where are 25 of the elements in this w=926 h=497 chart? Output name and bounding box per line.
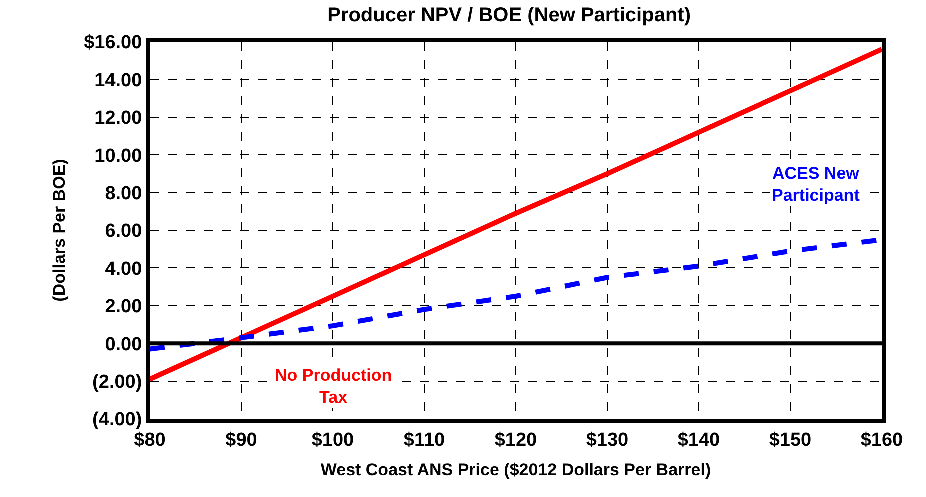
x-tick-label: $160 bbox=[860, 430, 904, 451]
y-tick-label: 0.00 bbox=[105, 334, 142, 356]
x-tick-label: $120 bbox=[494, 430, 538, 451]
x-axis-title: West Coast ANS Price ($2012 Dollars Per Barrel) bbox=[320, 460, 712, 480]
x-tick-label: $150 bbox=[769, 430, 812, 451]
y-tick-label: 14.00 bbox=[94, 70, 142, 92]
x-tick-label: $140 bbox=[678, 430, 720, 451]
y-tick-label: $16.00 bbox=[84, 32, 142, 54]
x-tick-label: $110 bbox=[404, 430, 446, 451]
x-tick-label: $80 bbox=[134, 430, 166, 451]
y-tick-label: 6.00 bbox=[105, 221, 142, 242]
y-axis-title: (Dollars Per BOE) bbox=[50, 159, 70, 302]
y-tick-label: 10.00 bbox=[94, 146, 142, 167]
y-tick-label: 4.00 bbox=[105, 258, 142, 280]
x-tick-label: $130 bbox=[586, 430, 629, 451]
y-tick-label: (4.00) bbox=[92, 410, 142, 431]
y-tick-label: 8.00 bbox=[105, 183, 142, 204]
x-tick-label: $100 bbox=[312, 430, 354, 451]
x-tick-label: $90 bbox=[226, 430, 258, 451]
y-tick-label: 2.00 bbox=[105, 296, 142, 318]
chart-title: Producer NPV / BOE (New Participant) bbox=[328, 4, 692, 26]
y-tick-label: 12.00 bbox=[94, 108, 142, 130]
text: ACES New Participant bbox=[772, 164, 860, 206]
y-tick-label: (2.00) bbox=[92, 372, 142, 393]
text: No Production Tax bbox=[275, 366, 392, 408]
